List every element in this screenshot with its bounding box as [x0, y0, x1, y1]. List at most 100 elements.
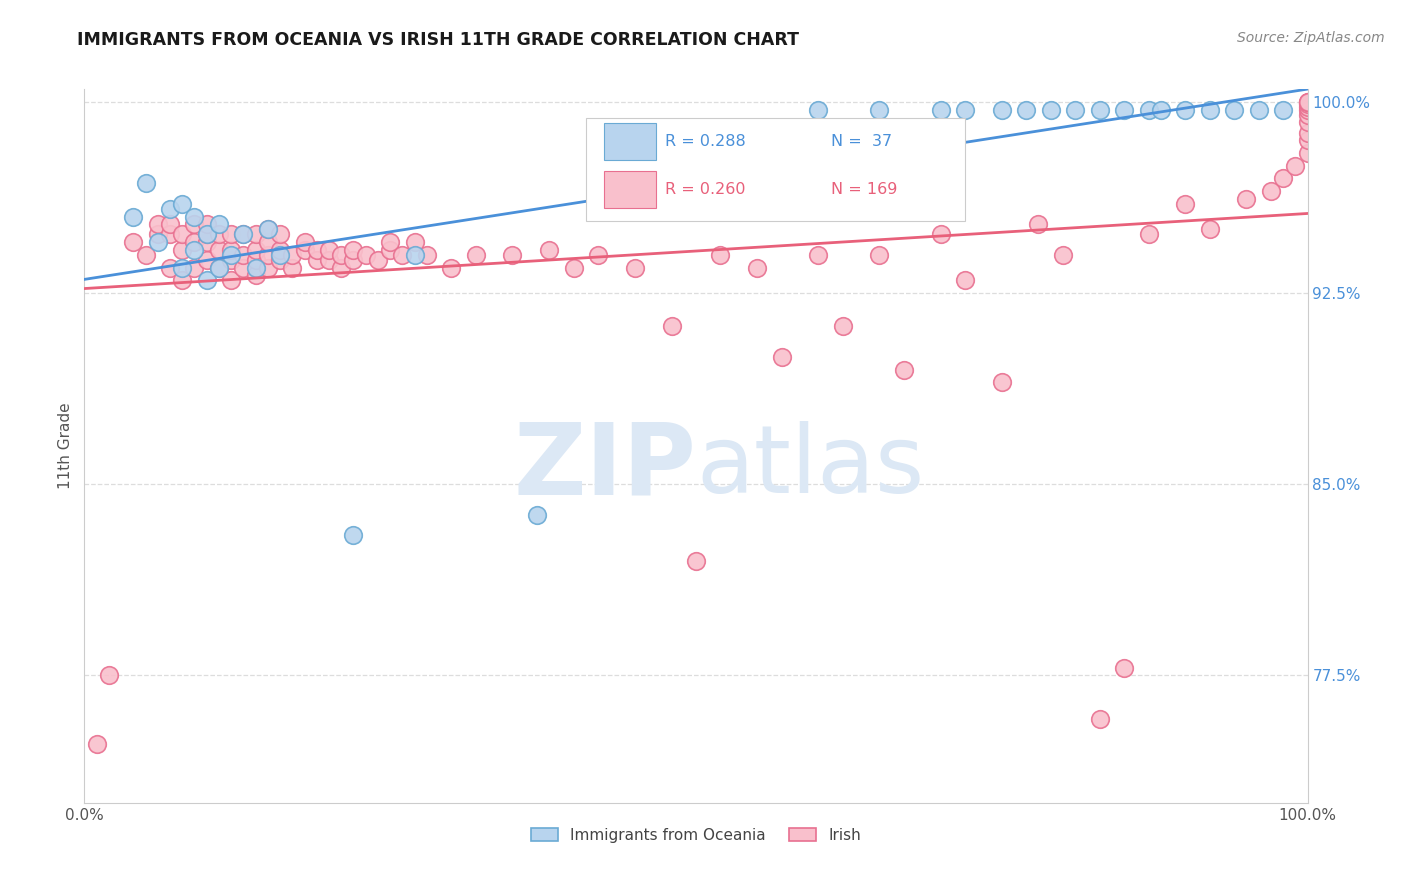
- Point: [1039, 103, 1062, 117]
- Point: [195, 217, 218, 231]
- Point: [232, 227, 254, 242]
- Point: [1284, 159, 1306, 173]
- Point: [1198, 222, 1220, 236]
- Point: [232, 260, 254, 275]
- Point: [1028, 217, 1050, 231]
- Point: [294, 235, 316, 249]
- Point: [1296, 95, 1319, 109]
- Point: [991, 103, 1014, 117]
- Point: [342, 528, 364, 542]
- Point: [953, 273, 976, 287]
- Point: [562, 260, 585, 275]
- Point: [159, 227, 181, 242]
- Point: [183, 243, 205, 257]
- Point: [146, 227, 169, 242]
- Point: [269, 243, 291, 257]
- Text: R = 0.260: R = 0.260: [665, 182, 747, 197]
- Point: [146, 235, 169, 249]
- Text: N = 169: N = 169: [831, 182, 897, 197]
- Point: [172, 273, 194, 287]
- Point: [219, 243, 242, 257]
- Point: [391, 248, 413, 262]
- Point: [135, 248, 157, 262]
- Point: [1088, 103, 1111, 117]
- Point: [1296, 126, 1319, 140]
- Point: [1137, 227, 1160, 242]
- Point: [354, 248, 377, 262]
- Point: [869, 103, 891, 117]
- Point: [305, 252, 328, 267]
- Point: [172, 197, 194, 211]
- Point: [245, 268, 267, 283]
- Point: [232, 248, 254, 262]
- Point: [195, 227, 218, 242]
- Point: [1174, 197, 1197, 211]
- Point: [1296, 100, 1319, 114]
- Point: [269, 252, 291, 267]
- Point: [172, 260, 194, 275]
- Point: [172, 227, 194, 242]
- Text: ZIP: ZIP: [513, 419, 696, 516]
- Point: [526, 508, 548, 522]
- Point: [929, 103, 952, 117]
- Point: [183, 235, 205, 249]
- Point: [1296, 97, 1319, 112]
- Point: [232, 227, 254, 242]
- Point: [1114, 103, 1136, 117]
- FancyBboxPatch shape: [586, 118, 965, 221]
- FancyBboxPatch shape: [605, 171, 655, 209]
- Point: [893, 362, 915, 376]
- Text: N =  37: N = 37: [831, 134, 891, 149]
- Point: [1015, 103, 1038, 117]
- Point: [807, 103, 830, 117]
- Point: [1296, 108, 1319, 122]
- Text: R = 0.288: R = 0.288: [665, 134, 747, 149]
- Point: [1296, 95, 1319, 109]
- Point: [97, 668, 120, 682]
- Point: [380, 243, 402, 257]
- Point: [1088, 712, 1111, 726]
- Point: [159, 217, 181, 231]
- Point: [1296, 95, 1319, 109]
- Point: [991, 376, 1014, 390]
- Point: [245, 243, 267, 257]
- Point: [1150, 103, 1173, 117]
- Point: [294, 243, 316, 257]
- Point: [135, 177, 157, 191]
- Point: [318, 252, 340, 267]
- Point: [146, 217, 169, 231]
- Point: [1296, 145, 1319, 160]
- Point: [257, 260, 280, 275]
- Point: [1174, 103, 1197, 117]
- Point: [195, 273, 218, 287]
- FancyBboxPatch shape: [605, 123, 655, 160]
- Point: [1137, 103, 1160, 117]
- Point: [404, 248, 426, 262]
- Point: [747, 260, 769, 275]
- Point: [245, 227, 267, 242]
- Point: [257, 222, 280, 236]
- Point: [86, 737, 108, 751]
- Point: [1272, 171, 1295, 186]
- Point: [269, 248, 291, 262]
- Point: [464, 248, 486, 262]
- Point: [195, 227, 218, 242]
- Point: [330, 260, 353, 275]
- Point: [208, 243, 231, 257]
- Point: [122, 210, 145, 224]
- Point: [342, 243, 364, 257]
- Point: [219, 248, 242, 262]
- Legend: Immigrants from Oceania, Irish: Immigrants from Oceania, Irish: [524, 822, 868, 848]
- Point: [257, 248, 280, 262]
- Point: [330, 248, 353, 262]
- Point: [440, 260, 463, 275]
- Point: [502, 248, 524, 262]
- Text: Source: ZipAtlas.com: Source: ZipAtlas.com: [1237, 31, 1385, 45]
- Point: [257, 235, 280, 249]
- Point: [685, 554, 707, 568]
- Point: [281, 260, 304, 275]
- Point: [1272, 103, 1295, 117]
- Point: [245, 252, 267, 267]
- Point: [219, 273, 242, 287]
- Point: [807, 248, 830, 262]
